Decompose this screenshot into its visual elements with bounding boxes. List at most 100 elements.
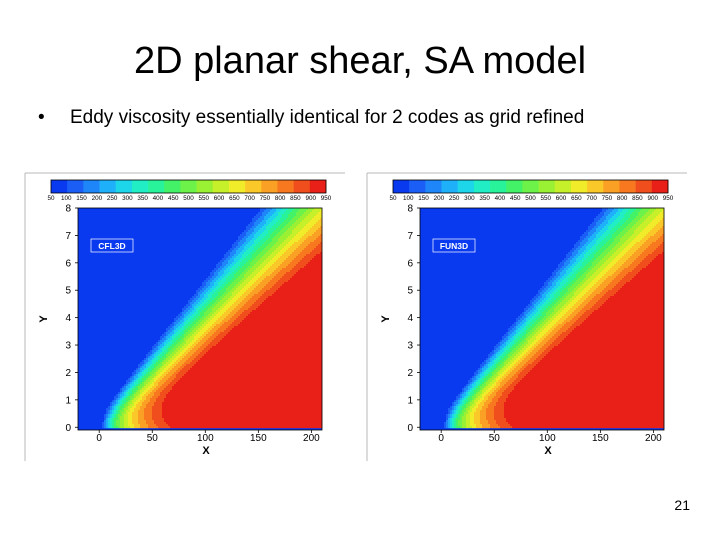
contour-cell <box>216 362 219 365</box>
contour-cell <box>162 374 165 377</box>
contour-cell <box>212 426 215 429</box>
contour-cell <box>214 380 217 383</box>
contour-cell <box>228 338 231 341</box>
contour-cell <box>224 412 227 415</box>
contour-cell <box>262 208 265 211</box>
contour-cell <box>248 262 251 265</box>
contour-cell <box>192 330 195 333</box>
contour-cell <box>138 398 141 401</box>
contour-cell <box>190 420 193 423</box>
contour-cell <box>222 424 225 427</box>
contour-cell <box>158 406 161 409</box>
contour-cell <box>166 388 169 391</box>
contour-cell <box>240 382 243 385</box>
contour-cell <box>146 404 149 407</box>
contour-cell <box>230 376 233 379</box>
contour-cell <box>238 376 241 379</box>
contour-cell <box>206 368 209 371</box>
contour-cell <box>212 404 215 407</box>
contour-cell <box>236 250 239 253</box>
contour-cell <box>240 384 243 387</box>
contour-cell <box>242 324 245 327</box>
contour-cell <box>262 312 265 315</box>
contour-cell <box>218 322 221 325</box>
contour-cell <box>212 348 215 351</box>
contour-cell <box>212 350 215 353</box>
contour-cell <box>172 342 175 345</box>
contour-cell <box>230 270 233 273</box>
contour-cell <box>234 328 237 331</box>
contour-cell <box>258 248 261 251</box>
contour-cell <box>234 244 237 247</box>
contour-cell <box>196 412 199 415</box>
contour-cell <box>152 346 155 349</box>
contour-cell <box>222 412 225 415</box>
contour-cell <box>228 260 231 263</box>
contour-cell <box>254 366 257 369</box>
contour-cell <box>254 220 257 223</box>
contour-cell <box>254 258 257 261</box>
contour-cell <box>182 424 185 427</box>
contour-cell <box>198 394 201 397</box>
contour-cell <box>244 368 247 371</box>
contour-cell <box>200 298 203 301</box>
contour-cell <box>238 310 241 313</box>
contour-cell <box>184 388 187 391</box>
contour-cell <box>176 412 179 415</box>
contour-cell <box>208 322 211 325</box>
contour-cell <box>148 422 151 425</box>
contour-cell <box>188 408 191 411</box>
contour-cell <box>264 362 267 365</box>
contour-cell <box>240 372 243 375</box>
contour-cell <box>146 376 149 379</box>
contour-cell <box>234 334 237 337</box>
contour-cell <box>156 364 159 367</box>
contour-cell <box>254 284 257 287</box>
contour-cell <box>252 350 255 353</box>
contour-cell <box>122 420 125 423</box>
contour-cell <box>150 364 153 367</box>
contour-cell <box>196 338 199 341</box>
contour-cell <box>262 212 265 215</box>
contour-cell <box>240 406 243 409</box>
contour-cell <box>254 374 257 377</box>
contour-cell <box>264 234 267 237</box>
contour-cell <box>194 304 197 307</box>
contour-cell <box>196 346 199 349</box>
contour-cell <box>242 384 245 387</box>
contour-cell <box>224 270 227 273</box>
contour-cell <box>264 296 267 299</box>
contour-cell <box>244 232 247 235</box>
contour-cell <box>146 402 149 405</box>
contour-cell <box>220 278 223 281</box>
contour-cell <box>182 398 185 401</box>
contour-cell <box>204 336 207 339</box>
contour-cell <box>234 316 237 319</box>
contour-cell <box>176 366 179 369</box>
contour-cell <box>248 424 251 427</box>
contour-cell <box>196 380 199 383</box>
contour-cell <box>224 384 227 387</box>
contour-cell <box>264 230 267 233</box>
contour-cell <box>202 330 205 333</box>
contour-cell <box>216 356 219 359</box>
contour-cell <box>220 382 223 385</box>
contour-cell <box>210 356 213 359</box>
colorbar-tick-label: 150 <box>76 195 87 202</box>
contour-cell <box>232 410 235 413</box>
contour-cell <box>252 282 255 285</box>
contour-cell <box>166 336 169 339</box>
contour-cell <box>174 420 177 423</box>
contour-cell <box>228 372 231 375</box>
contour-cell <box>254 310 257 313</box>
contour-cell <box>188 366 191 369</box>
contour-cell <box>166 330 169 333</box>
contour-cell <box>240 386 243 389</box>
contour-cell <box>200 386 203 389</box>
contour-cell <box>258 392 261 395</box>
contour-cell <box>192 338 195 341</box>
contour-cell <box>224 420 227 423</box>
contour-cell <box>172 416 175 419</box>
contour-cell <box>136 414 139 417</box>
contour-cell <box>198 316 201 319</box>
